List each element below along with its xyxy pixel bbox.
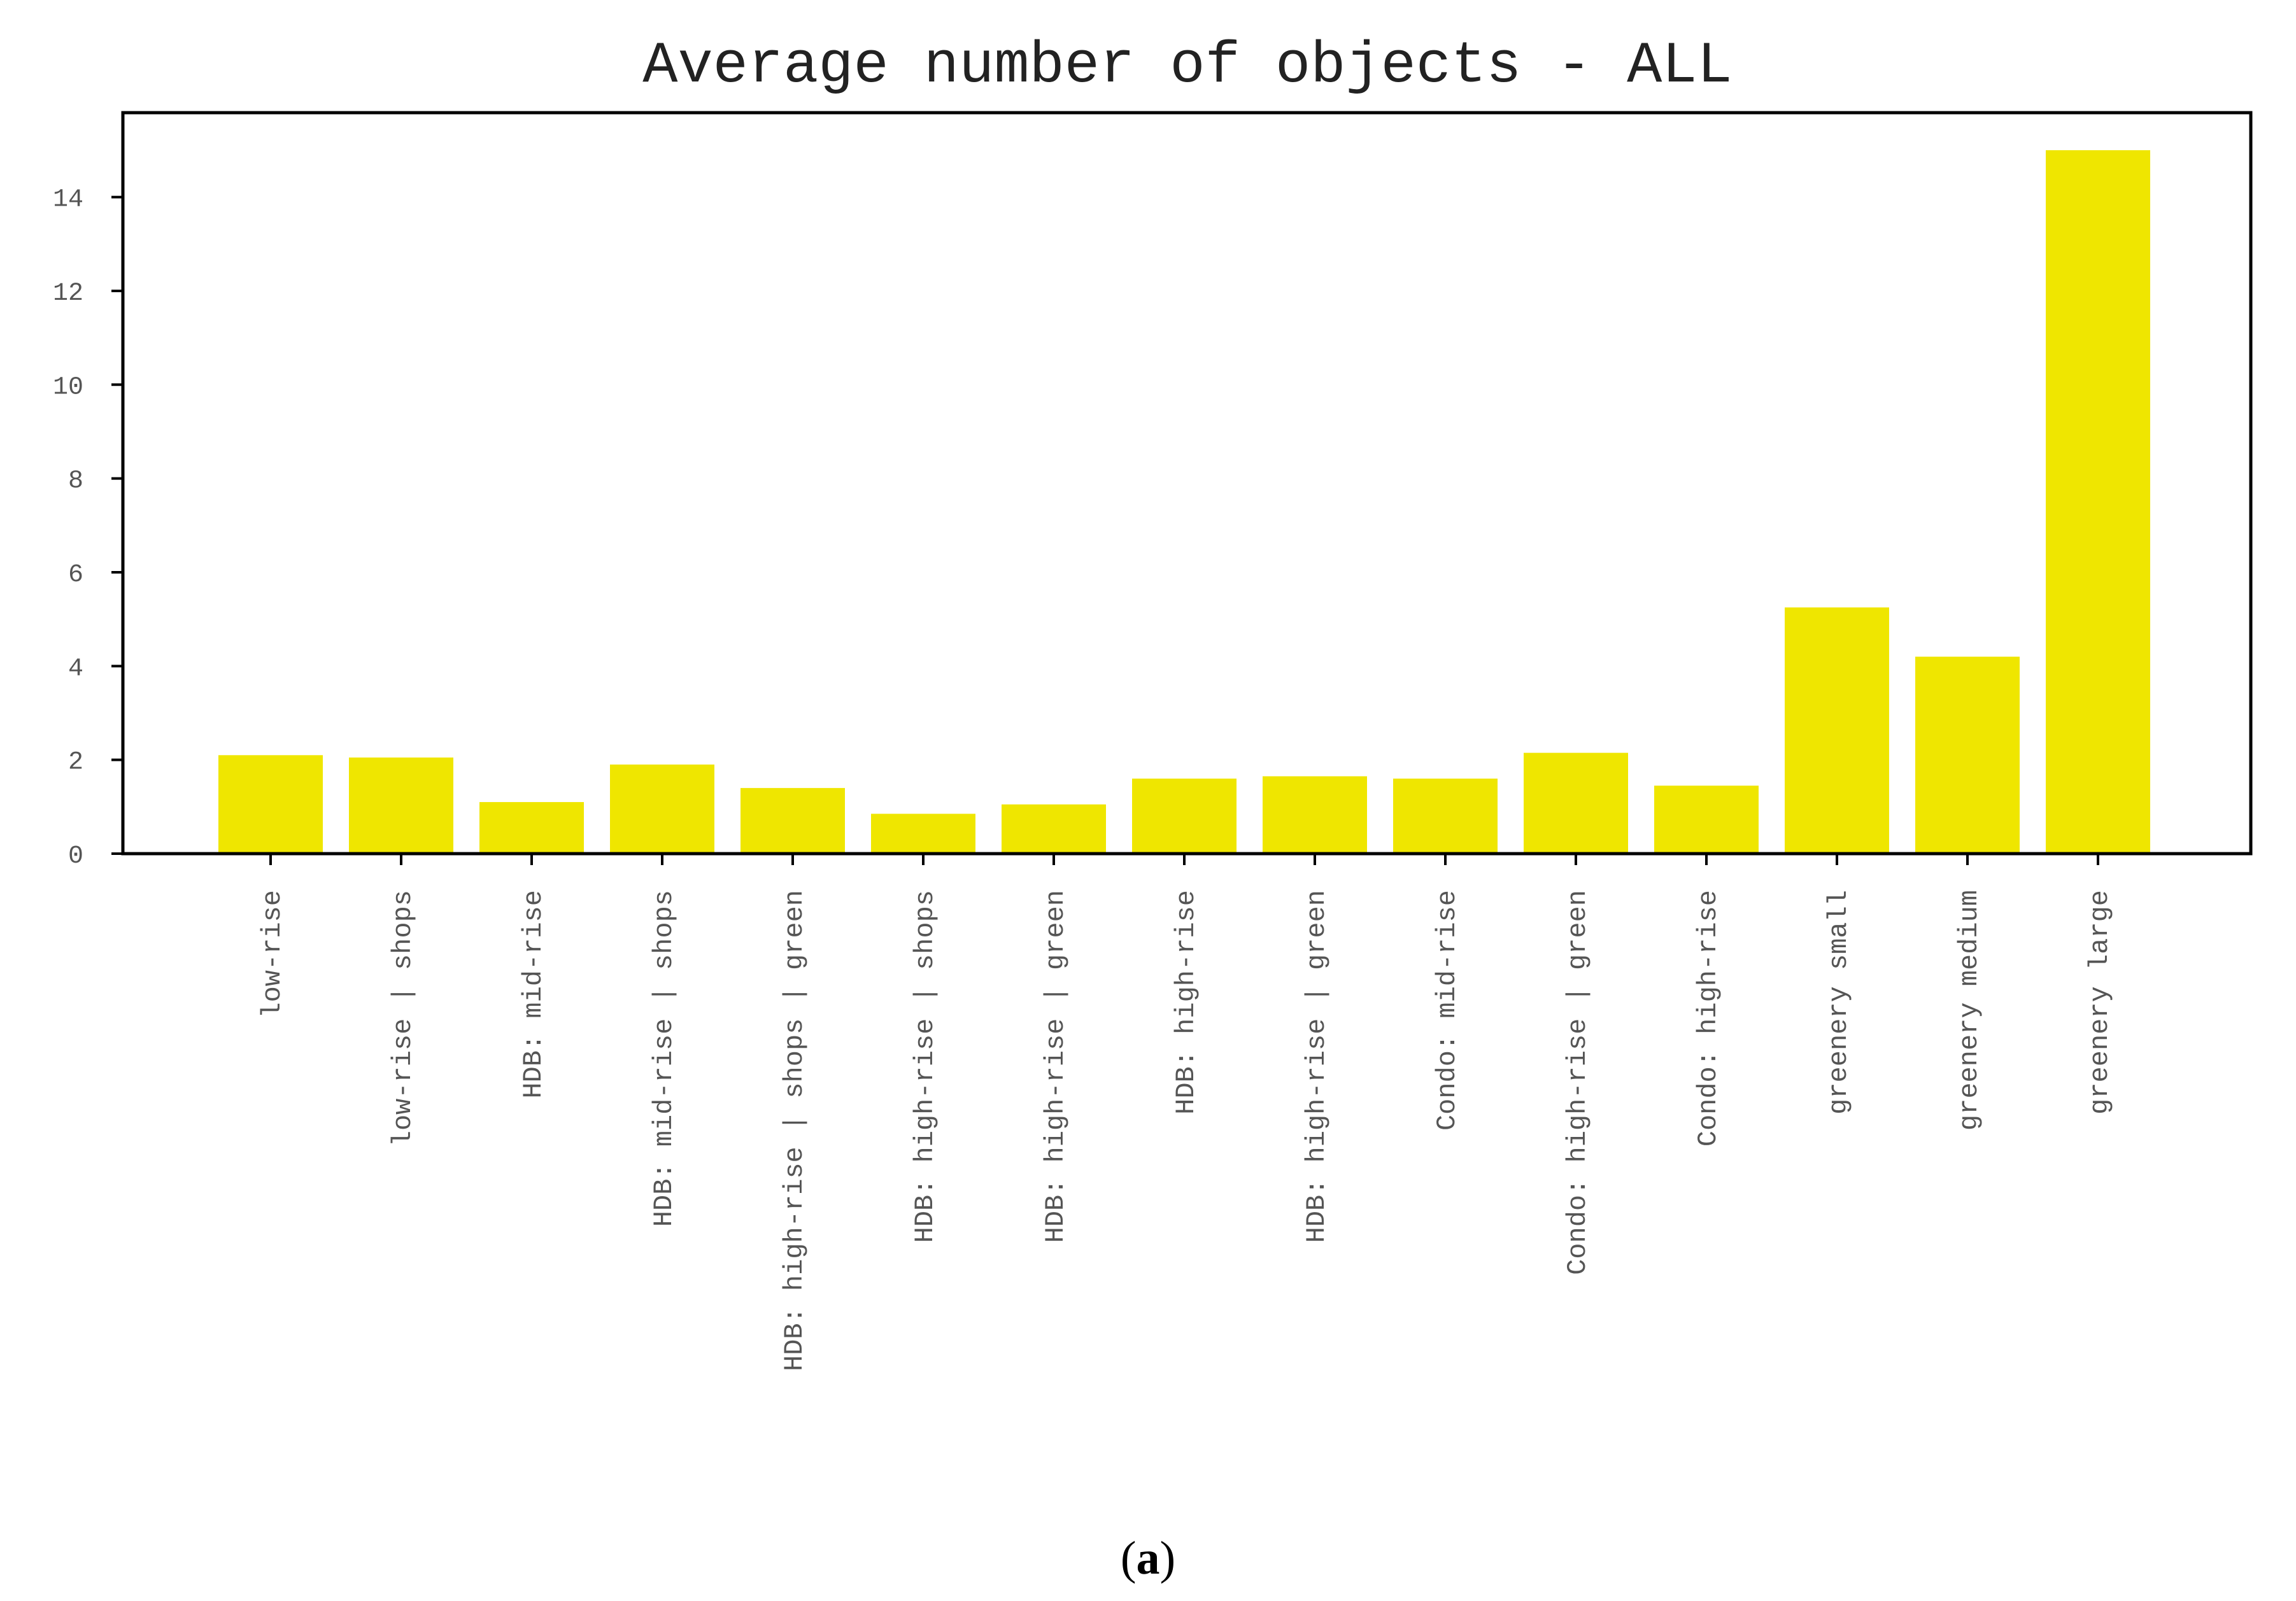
panel-caption: (a) <box>1121 1532 1175 1584</box>
bar <box>871 814 975 854</box>
y-tick-label: 10 <box>53 373 83 402</box>
y-tick-label: 14 <box>53 186 83 215</box>
x-tick-label: low-rise <box>257 890 288 1019</box>
bar <box>1654 786 1759 854</box>
x-tick-label: Condo: mid-rise <box>1432 890 1463 1131</box>
y-tick-label: 8 <box>68 467 83 496</box>
bar <box>1524 752 1628 854</box>
y-tick-label: 2 <box>68 749 83 777</box>
bar <box>1393 779 1498 854</box>
bar <box>2046 150 2150 854</box>
bar <box>741 787 845 854</box>
x-tick-label: HDB: mid-rise | shops <box>649 890 679 1227</box>
y-tick-label: 12 <box>53 279 83 308</box>
y-axis: 0 2 4 6 8 10 12 14 <box>53 186 123 871</box>
bar <box>349 757 453 854</box>
chart-title: Average number of objects - ALL <box>642 32 1732 99</box>
bar <box>1263 776 1367 854</box>
x-tick-label: HDB: mid-rise <box>518 890 549 1099</box>
x-tick-label: HDB: high-rise <box>1171 890 1201 1115</box>
caption-letter: a <box>1137 1532 1160 1584</box>
y-tick-label: 4 <box>68 654 83 683</box>
bar <box>1002 804 1106 854</box>
x-tick-label: Condo: high-rise | green <box>1563 890 1593 1275</box>
bar <box>218 755 323 854</box>
x-tick-label: HDB: high-rise | shops <box>910 890 940 1243</box>
x-tick-label: greenery medium <box>1954 890 1985 1131</box>
x-tick-label: greenery large <box>2085 890 2115 1115</box>
x-tick-label: greenery small <box>1824 890 1854 1115</box>
y-tick-label: 6 <box>68 561 83 589</box>
bar <box>479 801 584 854</box>
bar <box>1132 779 1237 854</box>
caption-close-paren: ) <box>1160 1532 1176 1584</box>
x-tick-label: low-rise | shops <box>388 890 418 1146</box>
bar <box>610 765 714 854</box>
bars-group <box>218 150 2150 854</box>
x-tick-label: HDB: high-rise | green <box>1301 890 1332 1243</box>
x-axis: low-rise low-rise | shops HDB: mid-rise HDB… <box>257 854 2115 1371</box>
x-tick-label: Condo: high-rise <box>1693 890 1724 1146</box>
x-tick-label: HDB: high-rise | shops | green <box>779 890 810 1371</box>
x-tick-label: HDB: high-rise | green <box>1040 890 1071 1243</box>
y-tick-label: 0 <box>68 842 83 871</box>
bar <box>1915 656 2020 854</box>
plot-frame <box>121 111 2253 856</box>
bar <box>1785 607 1889 854</box>
caption-open-paren: ( <box>1121 1532 1137 1584</box>
